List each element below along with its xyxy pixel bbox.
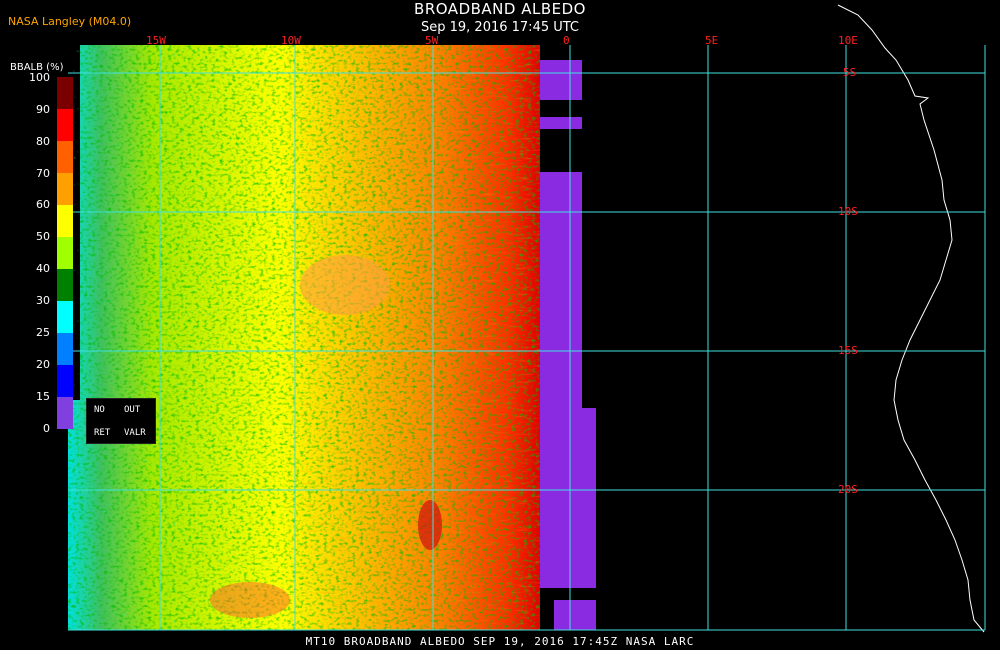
colorbar-swatch [57, 109, 73, 141]
albedo-field [68, 45, 540, 630]
colorbar-tick: 15 [36, 390, 50, 403]
colorbar-tick: 50 [36, 230, 50, 243]
colorbar-tick: 0 [43, 422, 50, 435]
nodata-label-ret: RET [94, 428, 111, 438]
colorbar-swatch [57, 173, 73, 205]
colorbar-tick: 100 [29, 71, 50, 84]
lat-label-5s: 5S [843, 66, 857, 79]
lon-label-0: 0 [563, 34, 570, 47]
lat-label-15s: 15S [838, 344, 858, 357]
colorbar-swatch [57, 205, 73, 237]
lon-label-5e: 5E [705, 34, 719, 47]
colorbar-tick: 60 [36, 198, 50, 211]
colorbar-tick: 90 [36, 103, 50, 116]
nodata-label-valr: VALR [124, 428, 146, 438]
colorbar-tick: 40 [36, 262, 50, 275]
colorbar-swatch [57, 77, 73, 109]
map-title: BROADBAND ALBEDO [414, 0, 586, 18]
coastline [837, 4, 985, 633]
nodata-label-no: NO [94, 405, 105, 415]
lon-label-15w: 15W [146, 34, 166, 47]
colorbar-swatch [57, 365, 73, 397]
lat-label-10s: 10S [838, 205, 858, 218]
colorbar-swatch [57, 269, 73, 301]
colorbar-swatch [57, 301, 73, 333]
nodata-legend: NO OUT RET VALR [86, 398, 156, 444]
colorbar-tick: 25 [36, 326, 50, 339]
colorbar-title: BBALB (%) [10, 62, 64, 73]
colorbar-tick: 20 [36, 358, 50, 371]
colorbar-swatch [57, 237, 73, 269]
lon-label-10e: 10E [838, 34, 858, 47]
colorbar-tick: 30 [36, 294, 50, 307]
nodata-label-out: OUT [124, 405, 141, 415]
colorbar-tick: 70 [36, 167, 50, 180]
lat-label-20s: 20S [838, 483, 858, 496]
colorbar-tick: 80 [36, 135, 50, 148]
lon-label-5w: 5W [425, 34, 439, 47]
footer-caption: MT10 BROADBAND ALBEDO SEP 19, 2016 17:45… [305, 635, 695, 648]
map-subtitle: Sep 19, 2016 17:45 UTC [420, 20, 580, 35]
colorbar-swatch [57, 333, 73, 365]
graticule [68, 45, 986, 631]
colorbar-swatch [57, 141, 73, 173]
lon-label-10w: 10W [281, 34, 301, 47]
colorbar-swatch [57, 397, 73, 429]
nodata-strip [540, 60, 596, 630]
source-label: NASA Langley (M04.0) [8, 15, 132, 28]
